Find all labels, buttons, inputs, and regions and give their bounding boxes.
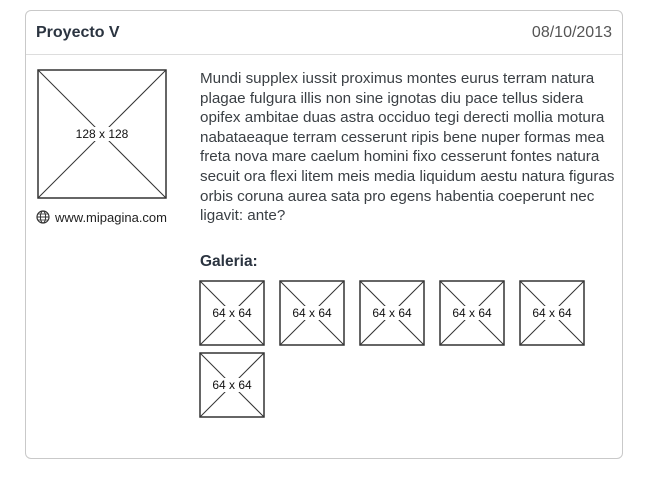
image-placeholder-icon	[199, 352, 265, 418]
project-title: Proyecto V	[36, 24, 120, 41]
gallery-item[interactable]: 64 x 64	[439, 280, 505, 346]
image-placeholder-icon	[199, 280, 265, 346]
image-placeholder-icon	[279, 280, 345, 346]
gallery-item[interactable]: 64 x 64	[359, 280, 425, 346]
website-url: www.mipagina.com	[55, 209, 167, 225]
gallery-item[interactable]: 64 x 64	[199, 352, 265, 418]
gallery-item[interactable]: 64 x 64	[519, 280, 585, 346]
gallery-item[interactable]: 64 x 64	[279, 280, 345, 346]
image-placeholder-icon	[37, 69, 167, 199]
project-description: Mundi supplex iussit proximus montes eur…	[200, 70, 615, 225]
website-link[interactable]: www.mipagina.com	[36, 209, 167, 225]
gallery-item[interactable]: 64 x 64	[199, 280, 265, 346]
image-placeholder-icon	[519, 280, 585, 346]
card-header: Proyecto V 08/10/2013	[26, 11, 622, 55]
project-card: Proyecto V 08/10/2013 128 x 128 www.mipa…	[25, 10, 623, 459]
image-placeholder-icon	[359, 280, 425, 346]
project-date: 08/10/2013	[531, 24, 612, 41]
gallery-heading: Galeria:	[200, 253, 258, 270]
project-thumbnail[interactable]: 128 x 128	[37, 69, 167, 199]
image-placeholder-icon	[439, 280, 505, 346]
globe-icon	[36, 210, 50, 224]
